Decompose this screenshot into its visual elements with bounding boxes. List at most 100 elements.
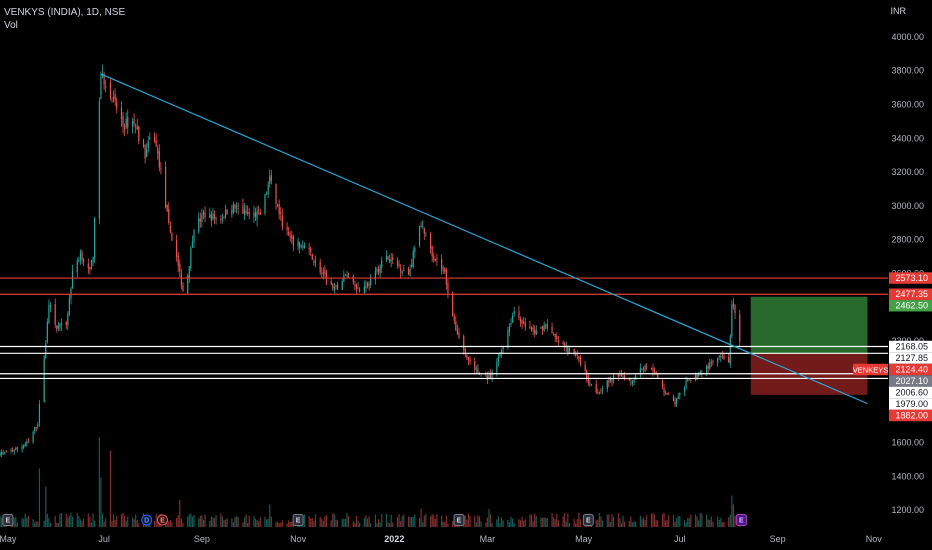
volume-bar	[59, 513, 61, 527]
candle-body	[595, 383, 597, 393]
candle-body	[698, 374, 700, 377]
trendline[interactable]	[100, 73, 868, 405]
earnings-marker[interactable]: E	[453, 514, 465, 526]
candle-body	[201, 214, 203, 222]
candle-body	[672, 395, 675, 402]
earnings-marker[interactable]: E	[292, 514, 304, 526]
candle-body	[114, 94, 116, 101]
time-tick-label: May	[575, 534, 593, 544]
candle-body	[385, 255, 388, 260]
candle-body	[120, 107, 123, 120]
candle-body	[414, 248, 416, 252]
volume-bar	[690, 514, 692, 527]
chart-legend: VENKYS (INDIA), 1D, NSE Vol	[4, 6, 125, 32]
symbol-title[interactable]: VENKYS (INDIA), 1D, NSE	[4, 7, 126, 18]
volume-bar	[67, 517, 69, 527]
volume-bar	[698, 520, 700, 527]
volume-bar	[706, 514, 708, 527]
candle-body	[202, 211, 205, 215]
time-axis[interactable]: May Jul Sep Nov 2022 Mar May Jul Sep Nov	[0, 534, 882, 544]
candle-body	[377, 268, 380, 273]
candle-body	[392, 257, 394, 260]
volume-bar	[553, 517, 555, 527]
volume-indicator-label[interactable]: Vol	[4, 20, 18, 31]
volume-bar	[401, 516, 403, 527]
volume-bar	[76, 513, 78, 527]
volume-bar	[434, 518, 436, 527]
price-tag-value: 1882.00	[895, 410, 928, 420]
volume-bar	[253, 516, 255, 527]
volume-bar	[32, 519, 34, 527]
volume-bar	[655, 520, 657, 527]
candle-body	[590, 384, 593, 385]
candle-body	[265, 193, 268, 195]
candle-body	[478, 374, 481, 375]
candle-body	[13, 450, 15, 452]
volume-bar	[562, 516, 564, 527]
dividend-marker[interactable]: D	[141, 514, 153, 526]
candle-body	[65, 322, 67, 325]
volume-bar	[210, 516, 212, 527]
price-tick-label: 3600.00	[891, 100, 924, 110]
candle-body	[497, 355, 500, 362]
candle-body	[105, 86, 107, 88]
volume-bar	[598, 512, 600, 527]
earnings-marker[interactable]: E	[2, 514, 14, 526]
candle-body	[138, 126, 140, 142]
earnings-marker[interactable]: E	[156, 514, 168, 526]
volume-bar	[665, 520, 667, 527]
volume-bar	[48, 518, 50, 527]
candle-body	[480, 375, 482, 377]
candle-body	[166, 204, 168, 212]
volume-bar	[264, 516, 266, 527]
candle-body	[597, 392, 599, 394]
earnings-marker[interactable]: E	[735, 514, 747, 526]
candle-body	[434, 259, 436, 261]
volume-bar	[466, 519, 468, 527]
horizontal-levels	[0, 277, 888, 380]
candle-body	[10, 450, 12, 451]
candle-body	[652, 367, 654, 372]
candle-body	[133, 119, 135, 124]
earnings-marker[interactable]: E	[582, 514, 594, 526]
candle-body	[370, 279, 372, 285]
candle-body	[59, 323, 61, 328]
candle-body	[445, 270, 447, 285]
volume-bar	[165, 522, 167, 527]
volume-bar	[68, 515, 70, 527]
candle-body	[562, 342, 564, 344]
candle-body	[254, 212, 257, 217]
time-tick-label: 2022	[384, 534, 404, 544]
volume-bar	[534, 513, 536, 527]
volume-bar	[576, 519, 578, 527]
volume-bar	[488, 509, 490, 527]
event-badge	[735, 514, 747, 526]
volume-bar	[407, 516, 410, 527]
volume-bar	[497, 516, 500, 527]
candle-body	[466, 354, 468, 358]
candle-body	[4, 451, 6, 453]
candle-body	[82, 259, 85, 262]
candle-body	[578, 356, 580, 359]
volume-bar	[198, 518, 200, 527]
candle-body	[112, 97, 115, 99]
volume-bar	[628, 520, 630, 527]
volume-bar	[729, 514, 731, 527]
candle-body	[734, 304, 736, 314]
volume-bar	[420, 509, 422, 527]
candle-body	[78, 259, 80, 262]
volume-bar	[398, 514, 400, 527]
volume-bar	[575, 523, 577, 527]
candle-body	[646, 366, 648, 368]
volume-bar	[433, 515, 435, 527]
volume-bar	[105, 518, 107, 527]
volume-bar	[314, 514, 317, 527]
volume-bar	[286, 523, 288, 527]
volume-bar	[374, 514, 376, 527]
candle-body	[35, 427, 37, 429]
trendline-layer[interactable]	[100, 73, 868, 405]
volume-bar	[687, 518, 689, 527]
volume-bar	[213, 517, 216, 527]
